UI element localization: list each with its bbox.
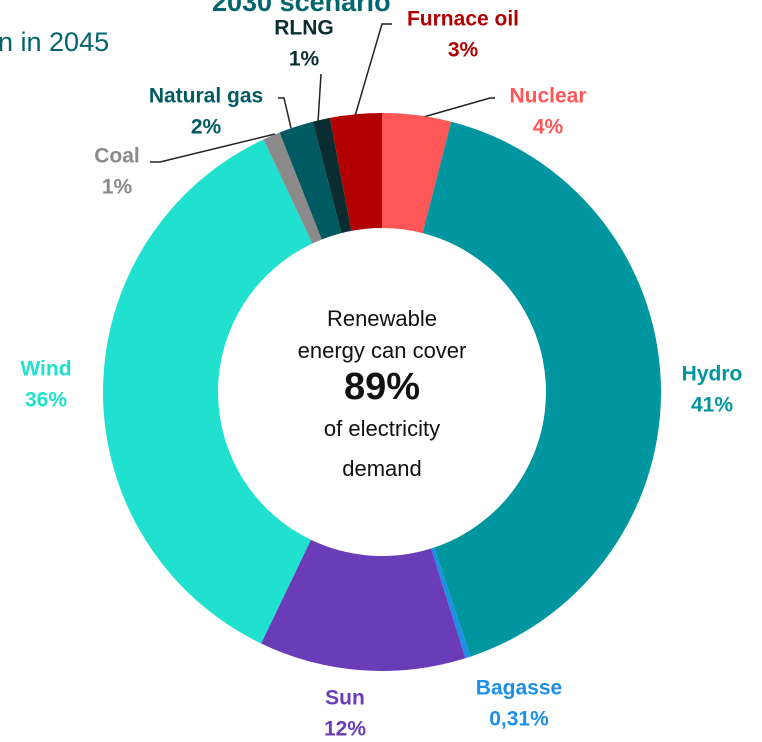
segment-label: Nuclear <box>509 85 586 108</box>
donut-segment <box>279 121 342 240</box>
donut-segment <box>263 132 322 244</box>
center-text: demand <box>342 456 422 481</box>
value-label: 2% <box>191 116 222 139</box>
segment-label: Sun <box>325 687 365 710</box>
value-label: 1% <box>102 176 133 199</box>
donut-segment <box>422 121 662 657</box>
value-label: 4% <box>533 116 564 139</box>
donut-segment <box>382 113 452 234</box>
value-label: 1% <box>289 48 320 71</box>
center-text: 89% <box>344 366 420 408</box>
segment-label: RLNG <box>274 17 334 40</box>
donut-segment <box>312 117 352 234</box>
donut-segment <box>261 539 466 672</box>
value-label: 3% <box>448 39 479 62</box>
value-label: 12% <box>324 718 366 741</box>
donut-segment <box>102 139 313 644</box>
chart-subtitle: n in 2045 <box>0 27 109 57</box>
donut-segment <box>329 113 382 231</box>
segment-label: Wind <box>20 358 71 381</box>
value-label: 41% <box>691 394 733 417</box>
leader-lines <box>150 23 495 163</box>
segment-label: Bagasse <box>476 677 562 700</box>
segment-label: Furnace oil <box>407 8 519 31</box>
segment-label: Coal <box>94 145 140 168</box>
segment-label: Natural gas <box>149 85 263 108</box>
leader-line <box>150 133 276 163</box>
chart-title: 2030 scenario <box>212 0 391 17</box>
segment-label: Hydro <box>682 363 743 386</box>
leader-line <box>317 73 322 123</box>
center-text: energy can cover <box>298 338 467 363</box>
center-text: of electricity <box>324 416 440 441</box>
leader-line <box>354 23 392 117</box>
donut-segment <box>431 547 471 659</box>
value-label: 36% <box>25 389 67 412</box>
center-text: Renewable <box>327 306 437 331</box>
value-label: 0,31% <box>489 708 549 731</box>
leader-line <box>278 97 292 129</box>
leader-line <box>419 97 495 119</box>
